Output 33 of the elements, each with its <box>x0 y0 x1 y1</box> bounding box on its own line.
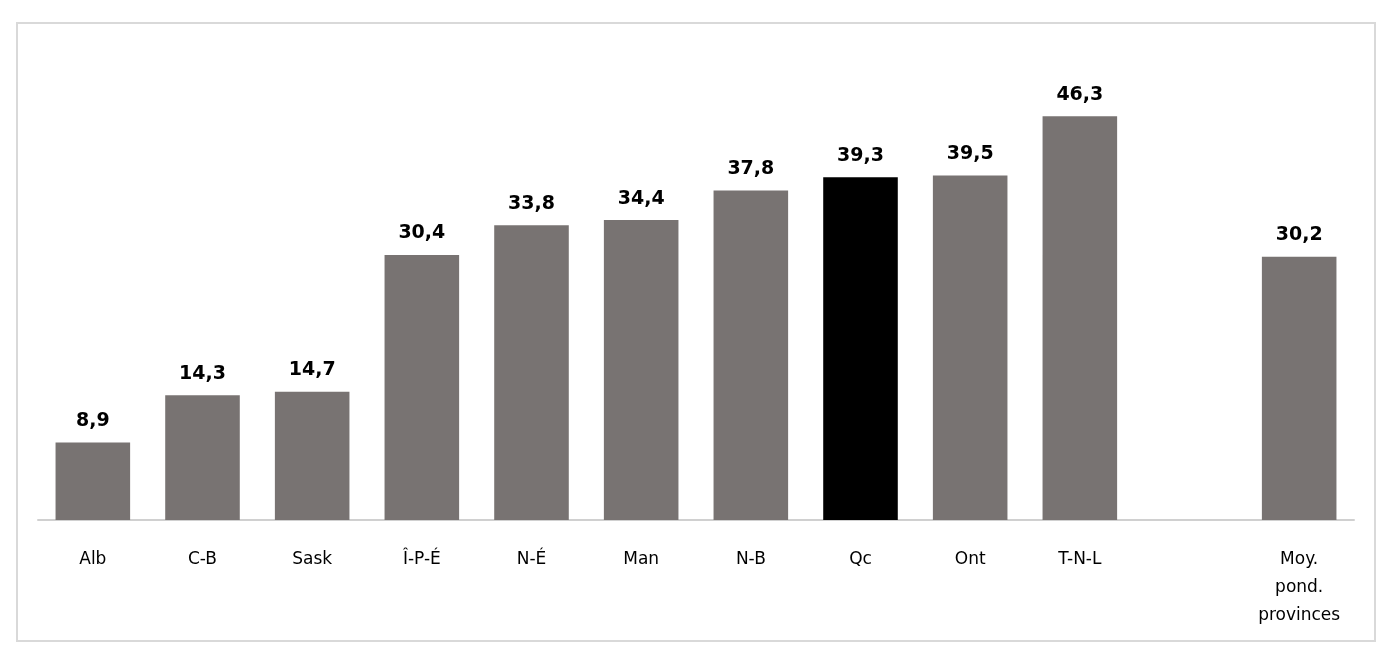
bar <box>165 395 240 520</box>
x-tick-label: Man <box>623 548 660 568</box>
data-label: 14,7 <box>288 357 336 380</box>
data-label: 30,4 <box>398 220 446 243</box>
data-label: 39,5 <box>946 141 994 164</box>
bar <box>603 220 679 520</box>
bar <box>932 175 1008 520</box>
bar <box>384 254 460 520</box>
bar <box>494 225 569 520</box>
data-label: 14,3 <box>179 360 226 383</box>
x-tick-label: Sask <box>292 548 333 568</box>
bar <box>1042 116 1118 520</box>
data-label: 33,8 <box>508 190 555 213</box>
x-tick-label: N-B <box>735 548 766 568</box>
bar <box>55 442 131 520</box>
bar <box>1261 256 1337 520</box>
data-label: 37,8 <box>727 155 775 178</box>
x-tick-label: T-N-L <box>1057 548 1102 568</box>
bar <box>274 391 350 520</box>
data-label: 46,3 <box>1056 81 1104 104</box>
x-tick-label: Alb <box>79 548 107 568</box>
x-tick-label: Î-P-É <box>401 547 441 568</box>
data-label: 8,9 <box>76 407 110 430</box>
bar <box>713 190 789 520</box>
x-tick-label: C-B <box>187 548 218 568</box>
x-tick-label: Ont <box>954 548 986 568</box>
bar <box>823 177 898 520</box>
x-tick-label: Qc <box>849 548 872 568</box>
x-tick-label: Moy. pond. provinces <box>1258 548 1341 624</box>
data-label: 39,3 <box>837 142 884 165</box>
data-label: 30,2 <box>1275 222 1323 245</box>
data-label: 34,4 <box>617 185 665 208</box>
x-tick-label: N-É <box>516 547 547 568</box>
